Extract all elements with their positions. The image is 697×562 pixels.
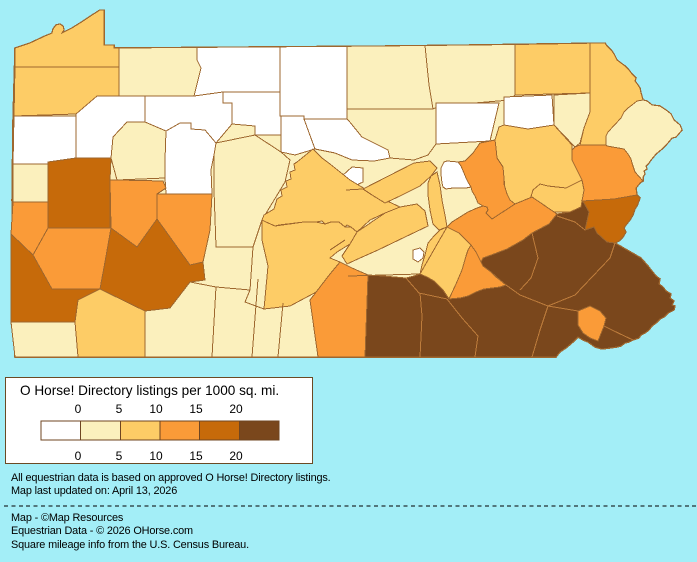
svg-text:Map - ©Map Resources: Map - ©Map Resources: [11, 512, 124, 524]
svg-text:5: 5: [116, 449, 123, 463]
svg-text:0: 0: [75, 402, 82, 416]
svg-text:10: 10: [149, 402, 163, 416]
svg-text:20: 20: [229, 402, 243, 416]
svg-text:All equestrian data is based o: All equestrian data is based on approved…: [11, 472, 331, 484]
svg-text:20: 20: [229, 449, 243, 463]
svg-text:15: 15: [189, 449, 203, 463]
svg-text:5: 5: [116, 402, 123, 416]
svg-text:Map last updated on: April 13,: Map last updated on: April 13, 2026: [11, 485, 177, 497]
svg-text:O Horse! Directory listings pe: O Horse! Directory listings per 1000 sq.…: [20, 383, 279, 398]
svg-text:Equestrian Data - © 2026 OHors: Equestrian Data - © 2026 OHorse.com: [11, 525, 193, 537]
svg-text:15: 15: [189, 402, 203, 416]
svg-text:0: 0: [75, 449, 82, 463]
svg-text:Square mileage info from the U: Square mileage info from the U.S. Census…: [11, 539, 249, 551]
svg-text:10: 10: [149, 449, 163, 463]
